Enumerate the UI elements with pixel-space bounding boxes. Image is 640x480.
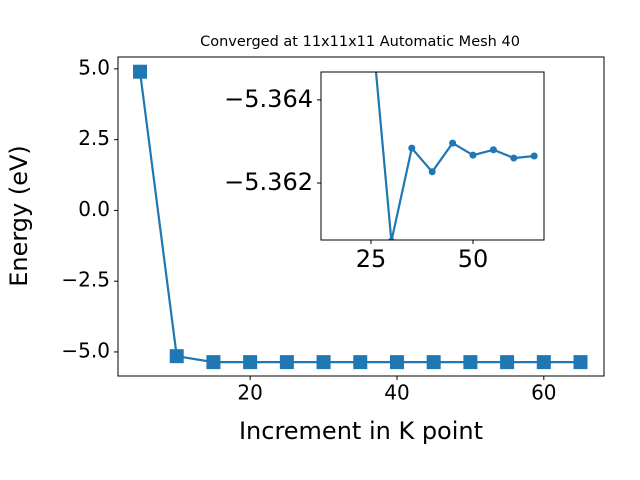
marker: [530, 152, 538, 160]
y-tick-label: 5.0: [78, 55, 110, 79]
y-tick-label: −5.364: [224, 85, 313, 113]
x-tick-label: 40: [384, 381, 409, 405]
y-tick-label: 0.0: [78, 197, 110, 221]
marker: [389, 355, 404, 370]
marker: [489, 146, 497, 154]
marker: [426, 355, 441, 370]
marker: [169, 349, 184, 364]
marker: [316, 355, 331, 370]
axes-frame: [117, 56, 605, 377]
series: [133, 64, 588, 370]
marker: [428, 168, 436, 176]
x-tick-label: 25: [356, 245, 387, 273]
marker: [388, 237, 395, 240]
y-tick-label: −2.5: [61, 268, 110, 292]
axes-frame: [320, 71, 545, 241]
marker: [243, 355, 258, 370]
series: [367, 13, 538, 240]
marker: [463, 355, 478, 370]
y-tick-label: −5.0: [61, 338, 110, 362]
x-tick-label: 20: [237, 381, 262, 405]
marker: [469, 151, 477, 159]
marker: [500, 355, 515, 370]
x-axis-label: Increment in K point: [239, 417, 483, 445]
marker: [367, 13, 374, 20]
x-tick-label: 60: [531, 381, 556, 405]
marker: [573, 355, 588, 370]
y-axis-label: Energy (eV): [5, 145, 33, 287]
y-tick-label: 2.5: [78, 126, 110, 150]
chart-title: Converged at 11x11x11 Automatic Mesh 40: [200, 34, 520, 50]
marker: [206, 355, 221, 370]
x-tick-label: 50: [458, 245, 489, 273]
marker: [536, 355, 551, 370]
marker: [510, 154, 518, 162]
marker: [279, 355, 294, 370]
marker: [408, 144, 416, 152]
marker: [353, 355, 368, 370]
marker: [449, 139, 457, 147]
marker: [133, 64, 148, 79]
y-tick-label: −5.362: [224, 168, 313, 196]
